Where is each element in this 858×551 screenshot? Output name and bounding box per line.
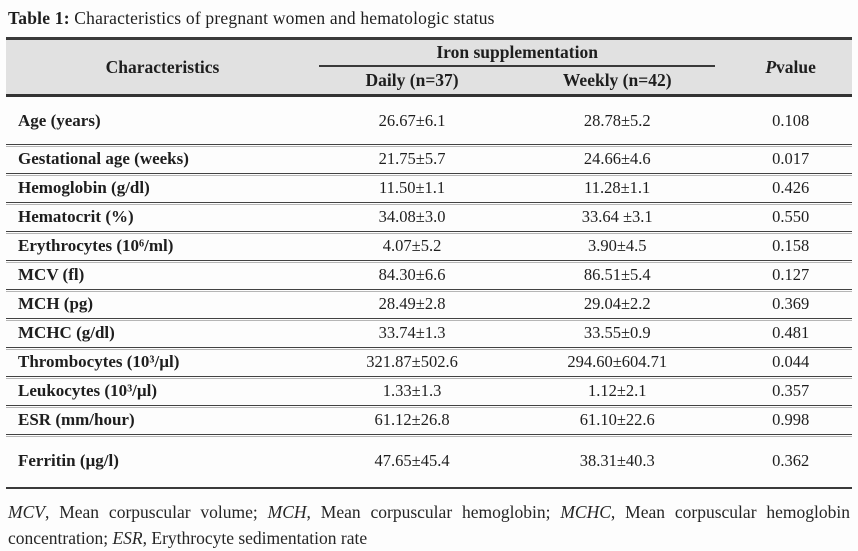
p-value: 0.108 bbox=[772, 110, 810, 130]
weekly-value: 33.64 ±3.1 bbox=[581, 207, 653, 226]
p-value: 0.481 bbox=[772, 323, 810, 342]
footnote-text: , Mean corpuscular volume; bbox=[44, 502, 268, 522]
daily-value: 321.87±502.6 bbox=[366, 352, 458, 371]
p-value: 0.357 bbox=[772, 381, 810, 400]
daily-value: 21.75±5.7 bbox=[378, 149, 446, 168]
p-value: 0.369 bbox=[772, 294, 810, 313]
table-body: Age (years) 26.67±6.1 28.78±5.2 0.108 Ge… bbox=[6, 97, 852, 489]
p-value: 0.158 bbox=[772, 236, 810, 255]
row-label: Leukocytes (10³/µl) bbox=[18, 381, 158, 400]
table-row-mchc: MCHC (g/dl) 33.74±1.3 33.55±0.9 0.481 bbox=[6, 318, 852, 347]
weekly-value: 28.78±5.2 bbox=[583, 110, 651, 130]
table-row-mch: MCH (pg) 28.49±2.8 29.04±2.2 0.369 bbox=[6, 289, 852, 318]
daily-value: 33.74±1.3 bbox=[378, 323, 446, 342]
p-value-italic-p: P bbox=[765, 56, 777, 77]
row-label: Erythrocytes (10⁶/ml) bbox=[18, 236, 174, 255]
weekly-value: 38.31±40.3 bbox=[579, 451, 655, 470]
footnote-abbr-esr: ESR bbox=[112, 528, 143, 548]
daily-value: 4.07±5.2 bbox=[382, 236, 442, 255]
weekly-value: 11.28±1.1 bbox=[584, 178, 651, 197]
weekly-value: 294.60±604.71 bbox=[567, 352, 668, 371]
table-row-esr: ESR (mm/hour) 61.12±26.8 61.10±22.6 0.99… bbox=[6, 405, 852, 434]
daily-value: 26.67±6.1 bbox=[378, 110, 446, 130]
p-value: 0.044 bbox=[772, 352, 810, 371]
daily-value: 11.50±1.1 bbox=[378, 178, 446, 197]
p-value: 0.426 bbox=[772, 178, 810, 197]
row-label: Age (years) bbox=[18, 110, 101, 130]
footnote-text: , Mean corpuscular hemoglobin; bbox=[306, 502, 561, 522]
row-label: ESR (mm/hour) bbox=[18, 410, 135, 429]
p-value-rest: value bbox=[776, 56, 816, 77]
daily-value: 47.65±45.4 bbox=[374, 451, 450, 470]
table-row-erythrocytes: Erythrocytes (10⁶/ml) 4.07±5.2 3.90±4.5 … bbox=[6, 231, 852, 260]
daily-value: 34.08±3.0 bbox=[378, 207, 446, 226]
p-value: 0.998 bbox=[772, 410, 810, 429]
table-row-age: Age (years) 26.67±6.1 28.78±5.2 0.108 bbox=[6, 97, 852, 144]
table-caption: Table 1: Characteristics of pregnant wom… bbox=[8, 8, 852, 29]
table-row-hematocrit: Hematocrit (%) 34.08±3.0 33.64 ±3.1 0.55… bbox=[6, 202, 852, 231]
table-row-hemoglobin: Hemoglobin (g/dl) 11.50±1.1 11.28±1.1 0.… bbox=[6, 173, 852, 202]
weekly-value: 29.04±2.2 bbox=[583, 294, 651, 313]
col-header-characteristics: Characteristics bbox=[105, 56, 220, 77]
table-caption-number: Table 1: bbox=[8, 8, 70, 28]
row-label: Hemoglobin (g/dl) bbox=[18, 178, 150, 197]
p-value: 0.550 bbox=[772, 207, 810, 226]
row-label: MCV (fl) bbox=[18, 265, 85, 284]
weekly-value: 1.12±2.1 bbox=[587, 381, 647, 400]
row-label: MCH (pg) bbox=[18, 294, 94, 313]
table-footnote: MCV, Mean corpuscular volume; MCH, Mean … bbox=[6, 499, 852, 551]
table-row-mcv: MCV (fl) 84.30±6.6 86.51±5.4 0.127 bbox=[6, 260, 852, 289]
table-caption-text: Characteristics of pregnant women and he… bbox=[69, 8, 495, 28]
weekly-value: 61.10±22.6 bbox=[579, 410, 655, 429]
daily-value: 28.49±2.8 bbox=[378, 294, 446, 313]
footnote-abbr-mcv: MCV bbox=[8, 502, 45, 522]
weekly-value: 3.90±4.5 bbox=[587, 236, 647, 255]
daily-value: 1.33±1.3 bbox=[382, 381, 442, 400]
row-label: MCHC (g/dl) bbox=[18, 323, 115, 342]
daily-value: 61.12±26.8 bbox=[374, 410, 450, 429]
daily-value: 84.30±6.6 bbox=[378, 265, 446, 284]
weekly-value: 33.55±0.9 bbox=[583, 323, 651, 342]
weekly-value: 86.51±5.4 bbox=[583, 265, 651, 284]
weekly-value: 24.66±4.6 bbox=[583, 149, 651, 168]
footnote-abbr-mchc: MCHC bbox=[560, 502, 611, 522]
col-header-daily: Daily (n=37) bbox=[365, 70, 459, 90]
col-header-p-value: P value bbox=[729, 40, 852, 94]
p-value: 0.017 bbox=[772, 149, 810, 168]
footnote-text: , Erythrocyte sedimentation rate bbox=[142, 528, 368, 548]
table-row-gestational-age: Gestational age (weeks) 21.75±5.7 24.66±… bbox=[6, 144, 852, 173]
row-label: Gestational age (weeks) bbox=[18, 149, 189, 168]
table-header: Characteristics Iron supplementation Dai… bbox=[6, 37, 852, 97]
p-value: 0.362 bbox=[772, 451, 810, 470]
col-header-weekly: Weekly (n=42) bbox=[562, 70, 672, 90]
footnote-abbr-mch: MCH bbox=[267, 502, 307, 522]
row-label: Hematocrit (%) bbox=[18, 207, 134, 226]
table-row-ferritin: Ferritin (µg/l) 47.65±45.4 38.31±40.3 0.… bbox=[6, 434, 852, 487]
table-row-thrombocytes: Thrombocytes (10³/µl) 321.87±502.6 294.6… bbox=[6, 347, 852, 376]
col-group-header-iron-supplementation: Iron supplementation bbox=[319, 40, 716, 67]
row-label: Ferritin (µg/l) bbox=[18, 451, 119, 470]
table-row-leukocytes: Leukocytes (10³/µl) 1.33±1.3 1.12±2.1 0.… bbox=[6, 376, 852, 405]
row-label: Thrombocytes (10³/µl) bbox=[18, 352, 180, 371]
p-value: 0.127 bbox=[772, 265, 810, 284]
